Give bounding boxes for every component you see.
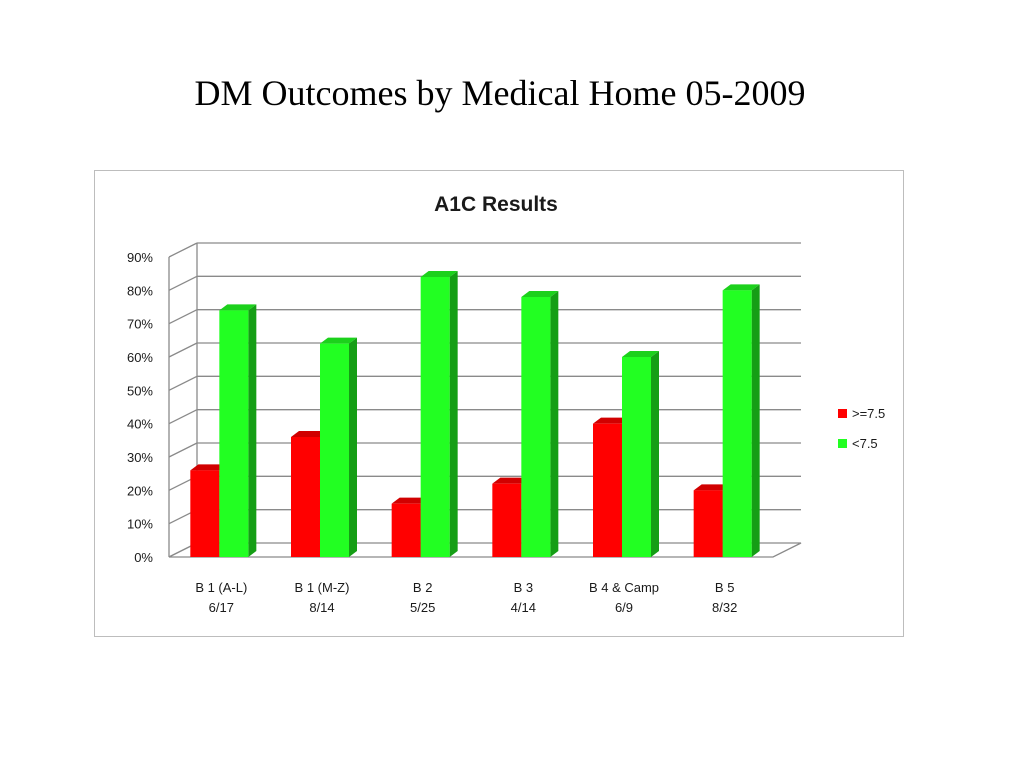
- bar-low-side: [751, 284, 760, 557]
- x-tick-label: B 5: [715, 580, 735, 595]
- wall-gridline: [168, 242, 198, 258]
- bar-low-side: [651, 351, 659, 557]
- bar-low: [722, 290, 752, 557]
- bar-low-side: [449, 271, 458, 557]
- bar-high: [391, 503, 421, 557]
- legend-label: >=7.5: [852, 406, 885, 421]
- bar-high-top: [693, 484, 731, 491]
- wall-gridline: [168, 275, 198, 291]
- wall-gridline: [168, 375, 198, 391]
- bar-low: [320, 343, 349, 557]
- wall-gridline: [168, 309, 198, 325]
- wall-gridline: [168, 442, 198, 458]
- bar-low-side: [550, 291, 559, 557]
- bar-low: [521, 297, 551, 557]
- x-tick-label: B 3: [514, 580, 534, 595]
- bar-high-top: [593, 417, 630, 424]
- bar-low-side: [248, 304, 257, 557]
- bar-high: [291, 437, 320, 557]
- bar-high-top: [190, 464, 228, 471]
- bar-high-top: [291, 431, 328, 437]
- y-tick-label: 70%: [127, 317, 153, 332]
- x-tick-label: 5/25: [410, 600, 435, 615]
- bar-low: [219, 310, 249, 557]
- legend-swatch: [838, 409, 847, 418]
- y-tick-label: 80%: [127, 283, 153, 298]
- bar-high: [492, 483, 522, 557]
- bar-low: [622, 357, 651, 557]
- y-tick-label: 0%: [134, 550, 153, 565]
- y-tick-label: 40%: [127, 417, 153, 432]
- x-tick-label: B 2: [413, 580, 433, 595]
- chart-title: A1C Results: [434, 193, 558, 216]
- x-tick-label: 8/32: [712, 600, 737, 615]
- wall-gridline: [168, 342, 198, 358]
- x-tick-label: B 4 & Camp: [589, 580, 659, 595]
- bar-high-top: [391, 497, 429, 504]
- x-tick-label: 6/9: [615, 600, 633, 615]
- y-tick-label: 50%: [127, 383, 153, 398]
- x-tick-label: B 1 (M-Z): [295, 580, 350, 595]
- wall-gridline: [168, 409, 198, 425]
- x-tick-label: 6/17: [209, 600, 234, 615]
- y-tick-label: 20%: [127, 483, 153, 498]
- bar-high: [593, 423, 622, 557]
- slide-title: DM Outcomes by Medical Home 05-2009: [194, 73, 806, 113]
- y-tick-label: 10%: [127, 517, 153, 532]
- bar-low-top: [320, 337, 357, 344]
- y-tick-label: 90%: [127, 250, 153, 265]
- y-tick-label: 30%: [127, 450, 153, 465]
- bar-low-top: [622, 351, 659, 357]
- bar-low-top: [521, 291, 559, 297]
- y-tick-label: 60%: [127, 350, 153, 365]
- bar-high-top: [492, 477, 530, 484]
- bar-low-top: [420, 271, 458, 277]
- bar-high: [190, 470, 220, 557]
- x-tick-label: 4/14: [511, 600, 536, 615]
- bar-low: [420, 277, 450, 557]
- bar-high: [693, 490, 723, 557]
- x-tick-label: 8/14: [309, 600, 334, 615]
- bar-low-top: [722, 284, 760, 291]
- a1c-results-chart: A1C Results 0% 10% 20% 30% 40% 50% 60% 70% 80% 90…: [127, 193, 885, 615]
- chart-frame: A1C Results 0% 10% 20% 30% 40% 50% 60% 70% 80% 90…: [94, 170, 904, 637]
- legend-swatch: [838, 439, 847, 448]
- bar-low-top: [219, 304, 257, 311]
- bar-low-side: [349, 337, 357, 557]
- legend-label: <7.5: [852, 436, 878, 451]
- x-tick-label: B 1 (A-L): [195, 580, 247, 595]
